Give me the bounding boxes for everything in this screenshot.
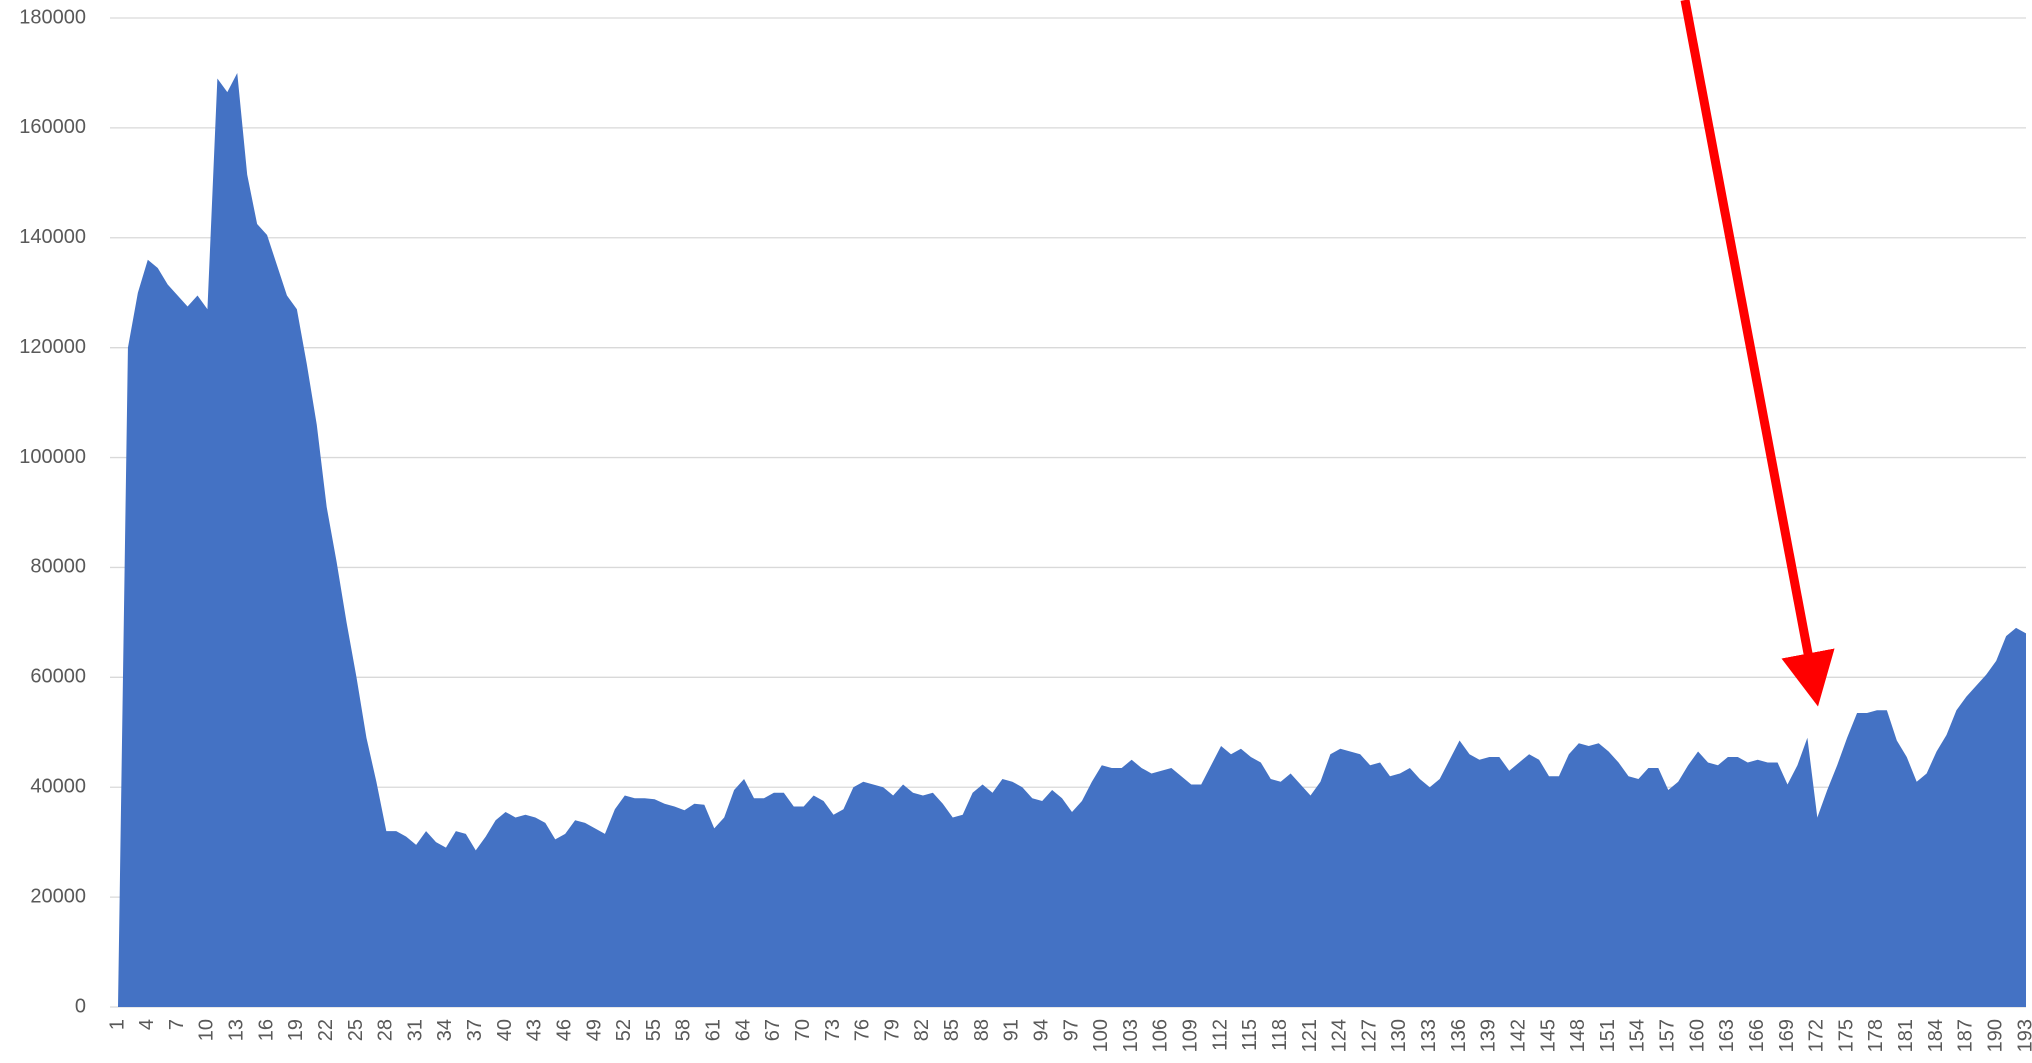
x-tick-label: 139 bbox=[1478, 1019, 1500, 1052]
x-tick-label: 97 bbox=[1060, 1019, 1082, 1041]
x-tick-label: 160 bbox=[1686, 1019, 1708, 1052]
x-tick-label: 58 bbox=[673, 1019, 695, 1041]
labels: 0 20000 40000 60000 80000 100000 120000 140000 1… bbox=[19, 6, 2032, 1052]
x-tick-label: 151 bbox=[1597, 1019, 1619, 1052]
annotation-arrow bbox=[1680, 0, 1835, 707]
x-tick-label: 193 bbox=[2014, 1019, 2032, 1052]
y-tick-label: 40000 bbox=[30, 776, 86, 798]
x-tick-label: 142 bbox=[1507, 1019, 1529, 1052]
x-tick-label: 118 bbox=[1269, 1019, 1291, 1051]
x-tick-label: 187 bbox=[1955, 1019, 1977, 1052]
x-tick-label: 34 bbox=[434, 1019, 456, 1041]
area bbox=[118, 72, 2026, 1007]
x-tick-label: 109 bbox=[1180, 1019, 1202, 1052]
y-tick-label: 80000 bbox=[30, 556, 86, 578]
x-tick-label: 28 bbox=[375, 1019, 397, 1041]
x-tick-label: 94 bbox=[1030, 1019, 1052, 1041]
y-tick-label: 180000 bbox=[19, 6, 86, 28]
x-tick-label: 100 bbox=[1090, 1019, 1112, 1052]
x-tick-label: 43 bbox=[524, 1019, 546, 1041]
x-tick-label: 133 bbox=[1418, 1019, 1440, 1052]
x-tick-label: 121 bbox=[1299, 1019, 1321, 1052]
x-tick-label: 115 bbox=[1239, 1019, 1261, 1051]
x-tick-label: 184 bbox=[1925, 1019, 1947, 1052]
x-tick-label: 82 bbox=[911, 1019, 933, 1041]
y-tick-label: 100000 bbox=[19, 446, 86, 468]
x-tick-label: 67 bbox=[762, 1019, 784, 1041]
x-tick-label: 154 bbox=[1627, 1019, 1649, 1052]
y-tick-label: 0 bbox=[75, 995, 86, 1017]
y-tick-label: 20000 bbox=[30, 885, 86, 907]
x-tick-label: 25 bbox=[345, 1019, 367, 1041]
x-tick-label: 10 bbox=[196, 1019, 218, 1041]
x-tick-label: 37 bbox=[464, 1019, 486, 1041]
x-tick-label: 85 bbox=[941, 1019, 963, 1041]
x-tick-label: 22 bbox=[315, 1019, 337, 1041]
x-tick-label: 175 bbox=[1835, 1019, 1857, 1052]
x-tick-label: 127 bbox=[1358, 1019, 1380, 1052]
x-tick-label: 55 bbox=[643, 1019, 665, 1041]
x-tick-label: 40 bbox=[494, 1019, 516, 1041]
x-tick-label: 61 bbox=[703, 1019, 725, 1041]
y-tick-label: 120000 bbox=[19, 336, 86, 358]
x-tick-label: 31 bbox=[404, 1019, 426, 1041]
x-tick-label: 4 bbox=[136, 1019, 158, 1030]
x-tick-label: 136 bbox=[1448, 1019, 1470, 1052]
x-tick-label: 148 bbox=[1567, 1019, 1589, 1052]
x-tick-label: 88 bbox=[971, 1019, 993, 1041]
x-tick-label: 124 bbox=[1329, 1019, 1351, 1052]
plot bbox=[118, 72, 2026, 1007]
x-tick-label: 157 bbox=[1657, 1019, 1679, 1052]
x-tick-label: 112 bbox=[1209, 1019, 1231, 1051]
x-tick-label: 130 bbox=[1388, 1019, 1410, 1052]
x-tick-label: 76 bbox=[852, 1019, 874, 1041]
y-tick-label: 160000 bbox=[19, 116, 86, 138]
x-tick-label: 169 bbox=[1776, 1019, 1798, 1052]
x-tick-label: 64 bbox=[732, 1019, 754, 1041]
x-tick-label: 166 bbox=[1746, 1019, 1768, 1052]
x-tick-label: 91 bbox=[1001, 1019, 1023, 1041]
x-tick-label: 181 bbox=[1895, 1019, 1917, 1052]
x-tick-label: 73 bbox=[822, 1019, 844, 1041]
x-tick-label: 1 bbox=[106, 1019, 128, 1030]
x-tick-label: 52 bbox=[613, 1019, 635, 1041]
x-tick-label: 13 bbox=[226, 1019, 248, 1041]
y-tick-label: 140000 bbox=[19, 226, 86, 248]
x-tick-label: 49 bbox=[583, 1019, 605, 1041]
x-tick-label: 172 bbox=[1806, 1019, 1828, 1052]
x-tick-label: 79 bbox=[881, 1019, 903, 1041]
y-tick-label: 60000 bbox=[30, 666, 86, 688]
x-tick-label: 145 bbox=[1537, 1019, 1559, 1052]
x-tick-label: 106 bbox=[1150, 1019, 1172, 1052]
x-tick-label: 46 bbox=[553, 1019, 575, 1041]
x-tick-label: 16 bbox=[255, 1019, 277, 1041]
x-tick-label: 103 bbox=[1120, 1019, 1142, 1052]
x-tick-label: 163 bbox=[1716, 1019, 1738, 1052]
x-tick-label: 7 bbox=[166, 1019, 188, 1030]
x-tick-label: 178 bbox=[1865, 1019, 1887, 1052]
x-tick-label: 70 bbox=[792, 1019, 814, 1041]
x-tick-label: 19 bbox=[285, 1019, 307, 1041]
x-tick-label: 190 bbox=[1984, 1019, 2006, 1052]
